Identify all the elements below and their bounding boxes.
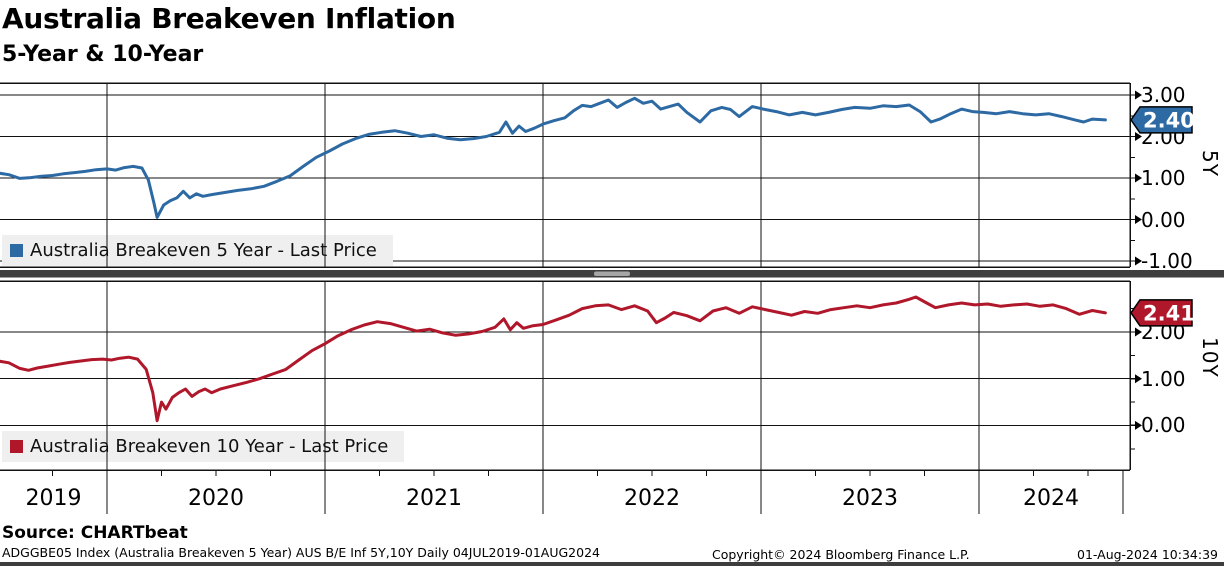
x-year-label: 2024: [1023, 486, 1079, 511]
series-line-10y: [0, 295, 1107, 423]
legend-swatch-10y-icon: [10, 440, 23, 453]
tick-arrow-icon: [1135, 256, 1142, 266]
tick-arrow-icon: [1135, 132, 1142, 141]
x-year-label: 2021: [406, 486, 462, 511]
tick-arrow-icon: [1135, 90, 1142, 100]
index-info-text: ADGGBE05 Index (Australia Breakeven 5 Ye…: [2, 545, 600, 560]
legend-5y[interactable]: Australia Breakeven 5 Year - Last Price: [2, 235, 393, 266]
price-tag-10y: [1130, 299, 1193, 327]
source-text: Source: CHARTbeat: [2, 523, 188, 543]
timestamp-text: 01-Aug-2024 10:34:39: [1077, 547, 1218, 562]
legend-5y-label: Australia Breakeven 5 Year - Last Price: [30, 240, 377, 261]
y-tick-label: -1.00: [1141, 249, 1193, 273]
bottom-bar: [0, 562, 1224, 566]
y-tick-label: 0.00: [1141, 413, 1186, 438]
series-line-5y: [0, 96, 1107, 219]
x-year-label: 2023: [842, 486, 898, 511]
page-title: Australia Breakeven Inflation: [2, 2, 456, 35]
legend-10y-label: Australia Breakeven 10 Year - Last Price: [30, 436, 389, 457]
tick-arrow-icon: [1135, 173, 1142, 183]
axis-label-10y: 10Y: [1198, 337, 1222, 378]
legend-10y[interactable]: Australia Breakeven 10 Year - Last Price: [2, 431, 405, 462]
copyright-text: Copyright© 2024 Bloomberg Finance L.P.: [712, 547, 970, 562]
page-subtitle: 5-Year & 10-Year: [2, 42, 204, 67]
y-tick-label: 1.00: [1141, 166, 1186, 190]
y-tick-label: 3.00: [1141, 83, 1186, 107]
axis-label-5y: 5Y: [1198, 150, 1222, 177]
x-year-label: 2019: [25, 486, 82, 511]
x-year-label: 2020: [188, 486, 244, 511]
x-year-label: 2022: [624, 486, 680, 511]
panel-resize-grip[interactable]: [594, 271, 630, 277]
y-tick-label: 0.00: [1141, 207, 1186, 232]
tick-arrow-icon: [1135, 215, 1142, 224]
tick-arrow-icon: [1135, 327, 1142, 337]
price-tag-value-10y: 2.41: [1143, 301, 1195, 325]
tick-arrow-icon: [1135, 374, 1142, 384]
price-tag-5y: [1130, 106, 1193, 134]
price-tag-value-5y: 2.40: [1143, 108, 1195, 132]
tick-arrow-icon: [1135, 420, 1142, 430]
y-tick-label: 1.00: [1141, 366, 1186, 391]
legend-swatch-5y-icon: [10, 244, 23, 257]
